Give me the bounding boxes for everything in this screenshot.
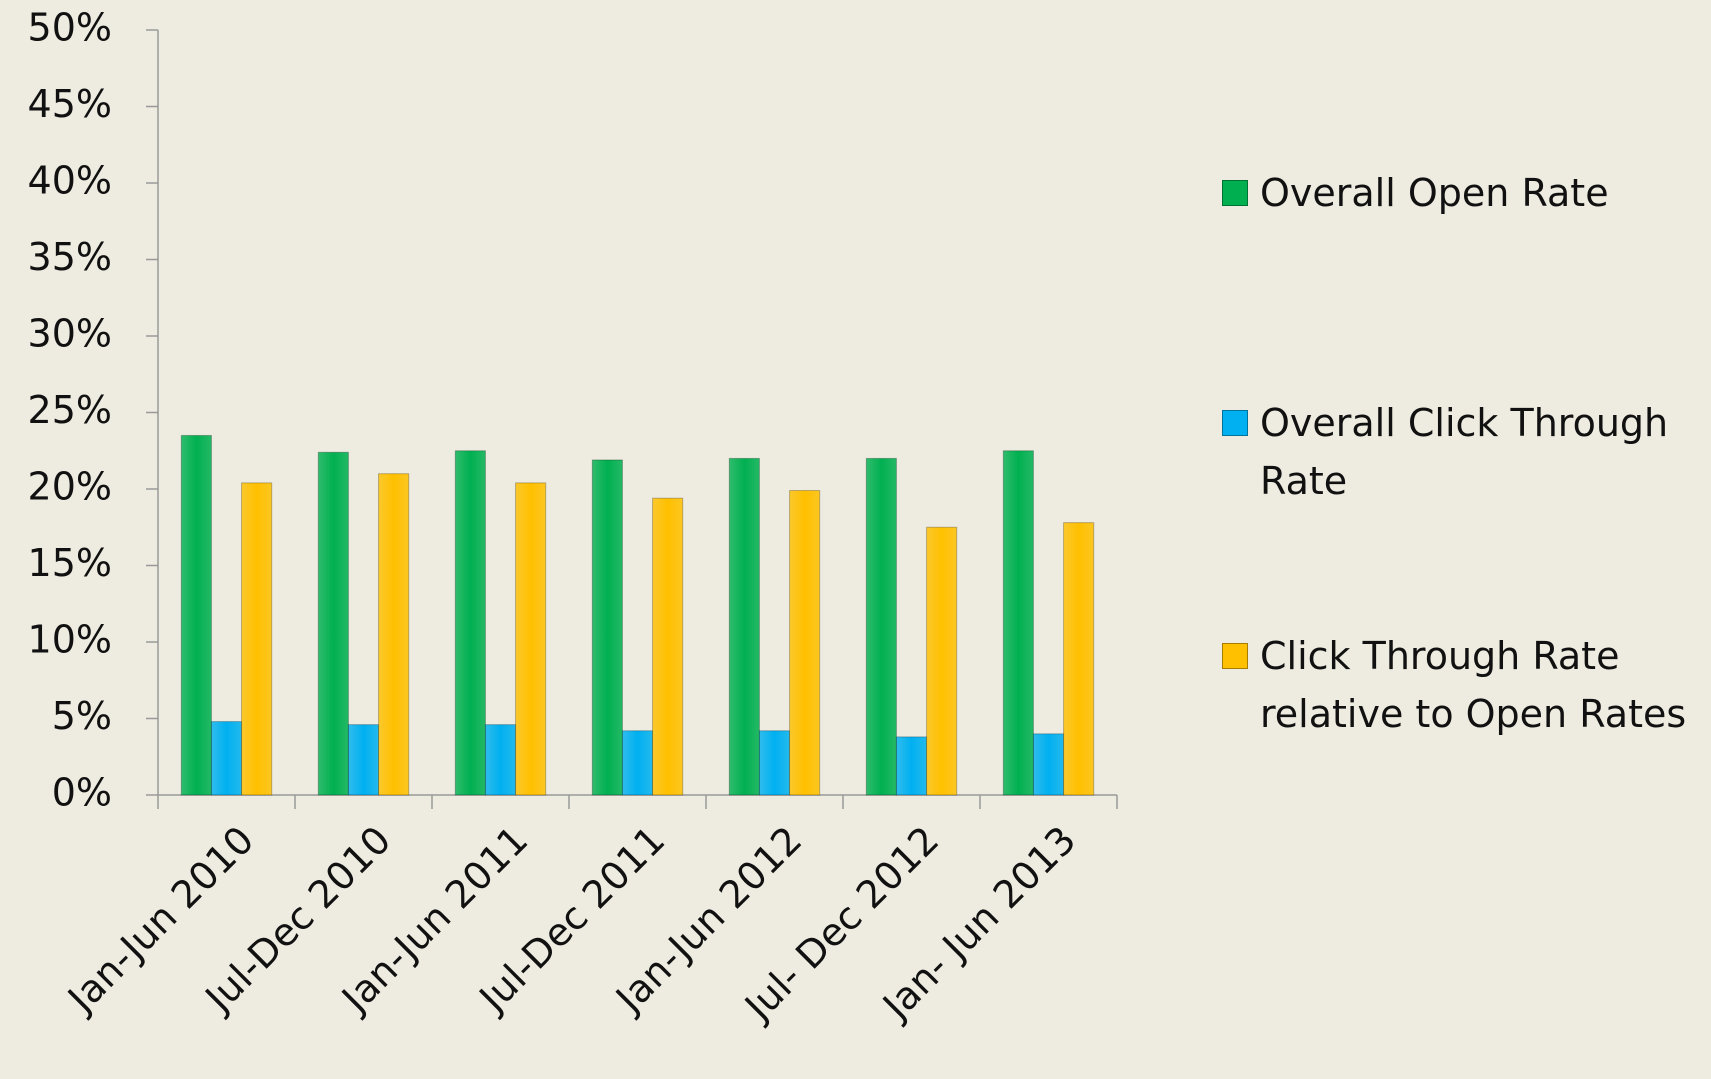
y-tick-label: 50% xyxy=(28,6,112,50)
y-tick-label: 25% xyxy=(28,388,112,432)
bar xyxy=(865,457,897,796)
legend-label: Click Through Rate relative to Open Rate… xyxy=(1260,634,1687,736)
y-tick-label: 40% xyxy=(28,159,112,203)
bar xyxy=(378,473,410,796)
y-tick-label: 5% xyxy=(52,694,112,738)
bar xyxy=(789,490,821,796)
bar xyxy=(515,482,547,796)
legend-marker xyxy=(1222,643,1248,669)
bar xyxy=(591,459,623,796)
bar xyxy=(210,721,243,796)
y-tick-label: 10% xyxy=(28,618,112,662)
bar xyxy=(728,457,760,796)
legend-item: Click Through Rate relative to Open Rate… xyxy=(1222,627,1702,743)
y-tick-label: 35% xyxy=(28,235,112,279)
legend-marker xyxy=(1222,180,1248,206)
bar xyxy=(317,451,349,796)
y-tick-label: 30% xyxy=(28,312,112,356)
bar xyxy=(758,730,791,796)
legend-item: Overall Click Through Rate xyxy=(1222,394,1702,510)
bar xyxy=(652,497,684,796)
bar xyxy=(1002,450,1034,796)
bar xyxy=(895,736,928,796)
bar xyxy=(621,730,654,796)
bar xyxy=(241,482,273,796)
bar xyxy=(1032,733,1065,796)
y-tick-label: 0% xyxy=(52,771,112,815)
legend-label: Overall Click Through Rate xyxy=(1260,401,1669,503)
legend-marker xyxy=(1222,410,1248,436)
bar xyxy=(926,526,958,796)
bar xyxy=(180,434,212,796)
legend-label: Overall Open Rate xyxy=(1260,171,1609,215)
y-tick-label: 45% xyxy=(28,82,112,126)
bar xyxy=(454,450,486,796)
bar xyxy=(1063,522,1095,796)
y-tick-label: 20% xyxy=(28,465,112,509)
y-tick-label: 15% xyxy=(28,541,112,585)
bar xyxy=(484,724,517,796)
bar xyxy=(347,724,380,796)
legend-item: Overall Open Rate xyxy=(1222,164,1702,222)
